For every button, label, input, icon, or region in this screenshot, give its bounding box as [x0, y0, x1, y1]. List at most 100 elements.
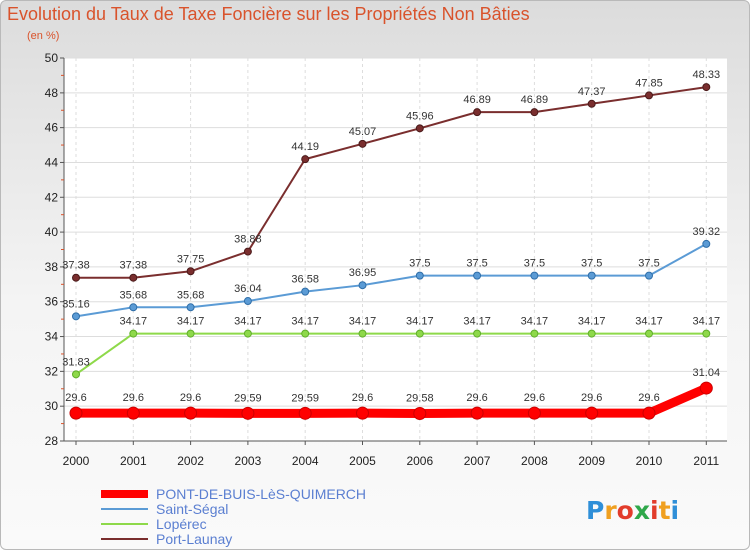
data-label: 29.6: [180, 392, 201, 404]
y-tick-label: 42: [45, 190, 59, 204]
data-label: 31.04: [693, 367, 721, 379]
data-label: 34.17: [521, 316, 549, 328]
data-point: [587, 99, 596, 108]
data-point: [243, 329, 252, 338]
data-point: [587, 271, 596, 280]
data-label: 45.07: [349, 126, 377, 138]
data-label: 36.95: [349, 267, 377, 279]
data-point: [415, 271, 424, 280]
data-label: 34.17: [120, 316, 148, 328]
x-tick-label: 2011: [693, 454, 719, 468]
data-label: 34.17: [693, 316, 721, 328]
y-tick-label: 36: [45, 295, 59, 309]
data-label: 37.5: [524, 258, 545, 270]
data-point: [301, 329, 310, 338]
data-point: [356, 406, 369, 420]
data-point: [642, 406, 656, 420]
y-tick-label: 50: [45, 51, 59, 65]
y-tick-label: 44: [45, 155, 59, 169]
data-point: [415, 329, 424, 338]
data-point: [702, 239, 711, 248]
data-label: 37.5: [581, 258, 602, 270]
data-label: 34.17: [406, 316, 434, 328]
proxiti-logo: Proxiti: [586, 496, 679, 525]
data-point: [645, 329, 653, 338]
data-point: [72, 370, 80, 379]
data-point: [241, 406, 255, 420]
data-point: [413, 406, 427, 420]
data-label: 39.32: [693, 226, 721, 238]
y-axis-unit-label: (en %): [27, 30, 60, 42]
data-point: [585, 406, 599, 420]
series-line-1: [75, 242, 708, 318]
data-point: [415, 124, 424, 133]
data-label: 45.96: [406, 110, 434, 122]
data-label: 29.58: [406, 392, 434, 404]
data-label: 46.89: [463, 94, 491, 106]
data-label: 35.68: [120, 289, 148, 301]
data-label: 31.83: [62, 356, 90, 368]
series-line-0: [71, 383, 711, 418]
data-point: [298, 406, 312, 420]
data-label: 37.5: [466, 258, 487, 270]
data-label: 29.6: [123, 392, 144, 404]
data-label: 37.75: [177, 253, 205, 265]
y-tick-label: 30: [45, 399, 59, 413]
data-label: 35.16: [62, 298, 90, 310]
legend-label-3: Port-Launay: [156, 531, 232, 547]
data-label: 34.17: [177, 316, 205, 328]
data-label: 29.6: [638, 392, 659, 404]
data-point: [530, 329, 539, 338]
x-tick-label: 2010: [636, 454, 663, 468]
x-tick-label: 2004: [292, 454, 319, 468]
data-label: 29.6: [65, 392, 86, 404]
data-point: [186, 329, 195, 338]
y-tick-label: 34: [45, 330, 59, 344]
y-tick-label: 46: [45, 121, 59, 135]
chart-title: Evolution du Taux de Taxe Foncière sur l…: [7, 4, 530, 24]
data-point: [129, 329, 138, 338]
data-point: [645, 271, 653, 280]
y-tick-label: 32: [45, 364, 59, 378]
data-label: 47.37: [578, 86, 606, 98]
x-tick-label: 2001: [120, 454, 147, 468]
data-point: [301, 155, 310, 164]
data-point: [72, 273, 80, 282]
data-point: [129, 303, 138, 312]
data-point: [587, 329, 596, 338]
legend-label-2: Lopérec: [156, 516, 207, 532]
data-point: [129, 273, 138, 282]
y-tick-label: 38: [45, 260, 59, 274]
data-label: 35.68: [177, 289, 205, 301]
data-label: 29.59: [234, 392, 262, 404]
data-label: 36.04: [234, 283, 262, 295]
data-point: [72, 312, 80, 321]
x-tick-label: 2007: [464, 454, 491, 468]
data-point: [358, 139, 367, 148]
data-point: [470, 406, 484, 420]
data-label: 37.5: [638, 258, 659, 270]
data-label: 37.38: [62, 260, 90, 272]
x-tick-label: 2002: [177, 454, 204, 468]
data-point: [126, 406, 140, 420]
data-point: [530, 271, 539, 280]
data-point: [702, 83, 711, 92]
data-label: 37.5: [409, 258, 430, 270]
data-point: [473, 108, 482, 117]
legend-label-0: PONT-DE-BUIS-LèS-QUIMERCH: [156, 486, 366, 502]
data-label: 47.85: [635, 77, 663, 89]
x-tick-label: 2006: [406, 454, 433, 468]
data-point: [473, 271, 482, 280]
data-point: [702, 329, 711, 338]
data-label: 46.89: [521, 94, 549, 106]
data-point: [186, 267, 195, 276]
data-label: 29.59: [291, 392, 319, 404]
data-point: [473, 329, 482, 338]
data-point: [69, 406, 83, 420]
data-label: 34.17: [578, 316, 606, 328]
data-point: [645, 91, 653, 100]
data-label: 34.17: [234, 316, 262, 328]
data-label: 37.38: [120, 260, 148, 272]
